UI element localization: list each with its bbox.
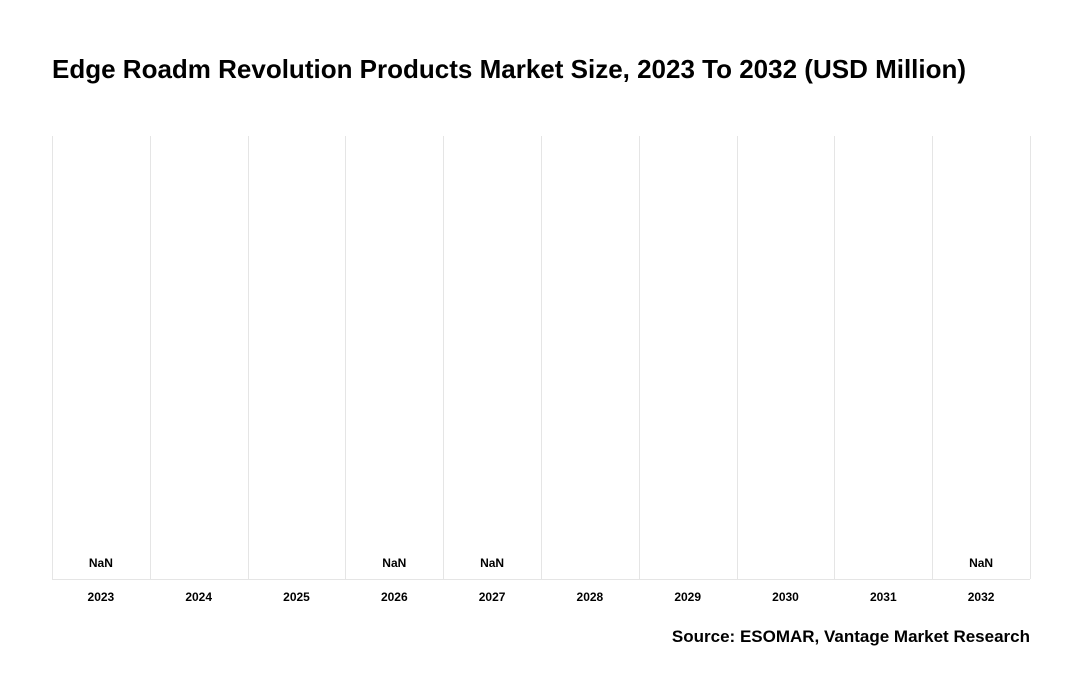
x-gridline bbox=[639, 136, 640, 579]
x-gridline bbox=[737, 136, 738, 579]
x-tick-label: 2029 bbox=[674, 590, 701, 604]
x-tick-label: 2023 bbox=[88, 590, 115, 604]
x-tick-label: 2032 bbox=[968, 590, 995, 604]
x-tick-label: 2027 bbox=[479, 590, 506, 604]
x-tick-label: 2030 bbox=[772, 590, 799, 604]
x-tick-label: 2025 bbox=[283, 590, 310, 604]
bar-data-label: NaN bbox=[480, 556, 504, 570]
x-tick-label: 2026 bbox=[381, 590, 408, 604]
bar-data-label: NaN bbox=[969, 556, 993, 570]
x-gridline bbox=[932, 136, 933, 579]
x-gridline bbox=[443, 136, 444, 579]
bar-data-label: NaN bbox=[89, 556, 113, 570]
x-tick-label: 2024 bbox=[185, 590, 212, 604]
chart-container: Edge Roadm Revolution Products Market Si… bbox=[0, 0, 1080, 700]
x-gridline bbox=[150, 136, 151, 579]
source-attribution: Source: ESOMAR, Vantage Market Research bbox=[672, 627, 1030, 647]
x-gridline bbox=[1030, 136, 1031, 579]
plot-area bbox=[52, 136, 1030, 580]
x-gridline bbox=[541, 136, 542, 579]
x-gridline bbox=[834, 136, 835, 579]
bar-data-label: NaN bbox=[382, 556, 406, 570]
x-gridline bbox=[345, 136, 346, 579]
x-gridline bbox=[248, 136, 249, 579]
x-tick-label: 2031 bbox=[870, 590, 897, 604]
chart-title: Edge Roadm Revolution Products Market Si… bbox=[52, 54, 966, 85]
x-tick-label: 2028 bbox=[577, 590, 604, 604]
